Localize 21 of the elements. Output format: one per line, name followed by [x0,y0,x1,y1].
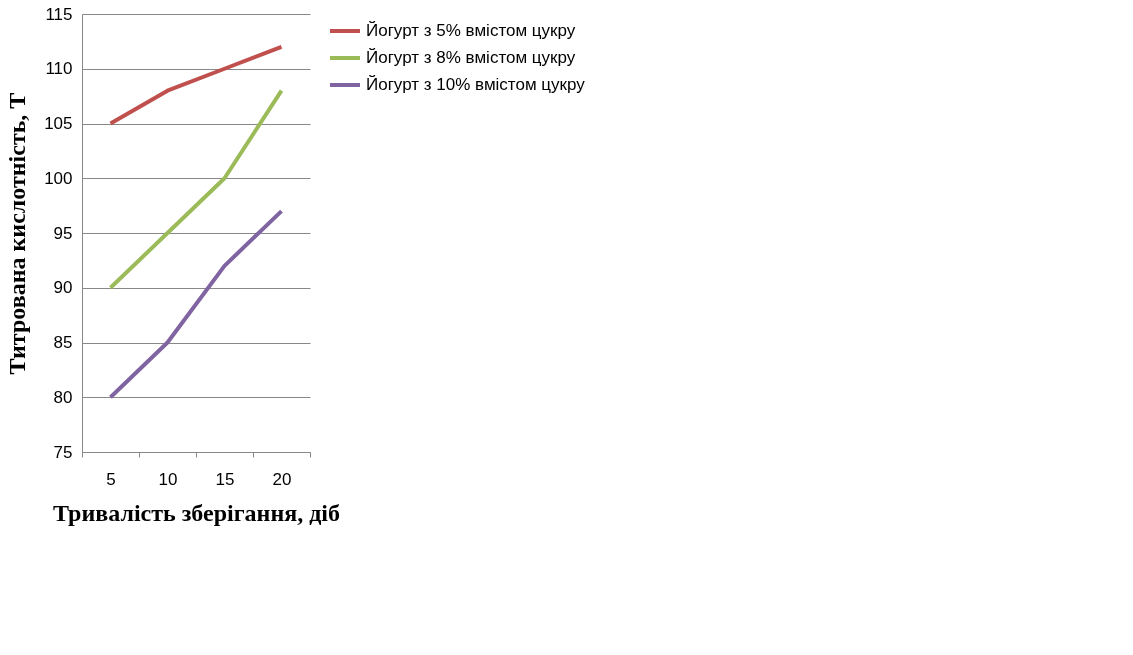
y-tick-label: 85 [53,333,73,352]
x-tick-label: 10 [158,469,178,489]
y-tick-label: 110 [45,59,73,79]
y-tick-label: 100 [44,168,73,188]
legend-label: Йогурт з 8% вмістом цукру [366,48,576,67]
y-tick-label: 105 [44,114,73,133]
y-tick-label: 95 [53,223,73,243]
y-tick-label: 75 [53,442,73,462]
x-axis-title: Тривалість зберігання, діб [52,499,341,526]
x-tick-label: 15 [215,469,235,489]
legend-label: Йогурт з 10% вмістом цукру [366,75,586,94]
x-tick-label: 5 [106,469,116,489]
line-series [108,88,284,290]
x-tick-label: 20 [272,469,292,489]
line-series [108,209,284,400]
y-axis-title: Титрована кислотність, Т [4,92,31,375]
y-tick-label: 80 [53,387,73,407]
legend-label: Йогурт з 5% вмістом цукру [366,21,576,40]
y-tick-label: 115 [45,4,73,24]
y-tick-label: 90 [53,278,73,298]
line-series [108,44,284,126]
